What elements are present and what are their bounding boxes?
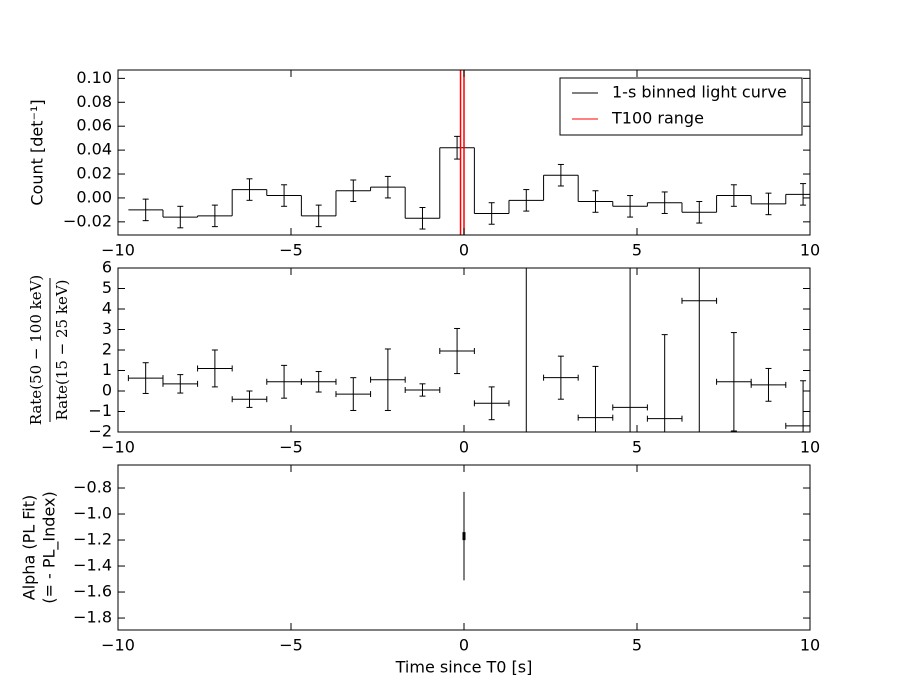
axes-frame (117, 464, 811, 631)
axes-frame (117, 267, 811, 433)
y-label-numerator: Rate(50 − 100 keV) (27, 275, 45, 426)
x-tick-label: −5 (279, 241, 303, 260)
y-tick-label: 0.00 (76, 187, 112, 206)
axes-frame (117, 69, 811, 236)
y-axis-label: (= - PL_Index) (40, 491, 60, 603)
legend-label: 1-s binned light curve (612, 83, 787, 102)
y-tick-label: 2 (102, 340, 112, 359)
y-tick-label: −0.02 (63, 211, 112, 230)
y-tick-label: −1.8 (73, 608, 112, 627)
y-axis-label: Alpha (PL Fit) (20, 495, 39, 600)
x-tick-label: −10 (101, 636, 135, 655)
plot-area (127, 268, 810, 432)
y-tick-label: 0.10 (76, 68, 112, 87)
y-tick-label: 1 (102, 360, 112, 379)
x-tick-label: −5 (279, 438, 303, 457)
x-tick-label: 5 (632, 241, 642, 260)
x-tick-label: 5 (632, 636, 642, 655)
y-tick-label: −2 (88, 422, 112, 441)
y-tick-label: 4 (102, 299, 112, 318)
y-tick-label: 0.06 (76, 116, 112, 135)
y-tick-label: 0.04 (76, 140, 112, 159)
legend-label: T100 range (611, 109, 704, 128)
plot-area (128, 70, 810, 235)
y-tick-label: 0.02 (76, 164, 112, 183)
x-tick-label: 10 (800, 438, 820, 457)
x-tick-label: −10 (101, 438, 135, 457)
y-axis-label: Rate(50 − 100 keV) Rate(15 − 25 keV) (27, 275, 71, 426)
x-tick-label: −5 (279, 636, 303, 655)
plot-area (462, 491, 466, 581)
y-tick-label: 0 (102, 381, 112, 400)
y-tick-label: −1.2 (73, 530, 112, 549)
y-tick-label: −1.0 (73, 504, 112, 523)
x-tick-label: 10 (800, 241, 820, 260)
x-tick-label: 0 (459, 636, 469, 655)
x-tick-label: 10 (800, 636, 820, 655)
y-tick-label: 5 (102, 278, 112, 297)
y-tick-label: −1.4 (73, 556, 112, 575)
x-tick-label: 0 (459, 438, 469, 457)
marker (462, 532, 466, 541)
y-tick-label: −0.8 (73, 478, 112, 497)
y-axis-label: Count [det⁻¹] (28, 99, 47, 205)
x-tick-label: 0 (459, 241, 469, 260)
legend-box (559, 77, 803, 136)
y-tick-label: 0.08 (76, 92, 112, 111)
y-tick-label: −1.6 (73, 582, 112, 601)
y-tick-label: 3 (102, 319, 112, 338)
y-tick-label: 6 (102, 258, 112, 277)
x-tick-label: 5 (632, 438, 642, 457)
x-tick-label: −10 (101, 241, 135, 260)
y-label-denominator: Rate(15 − 25 keV) (53, 279, 71, 420)
x-axis-label: Time since T0 [s] (395, 658, 533, 677)
y-tick-label: −1 (88, 401, 112, 420)
